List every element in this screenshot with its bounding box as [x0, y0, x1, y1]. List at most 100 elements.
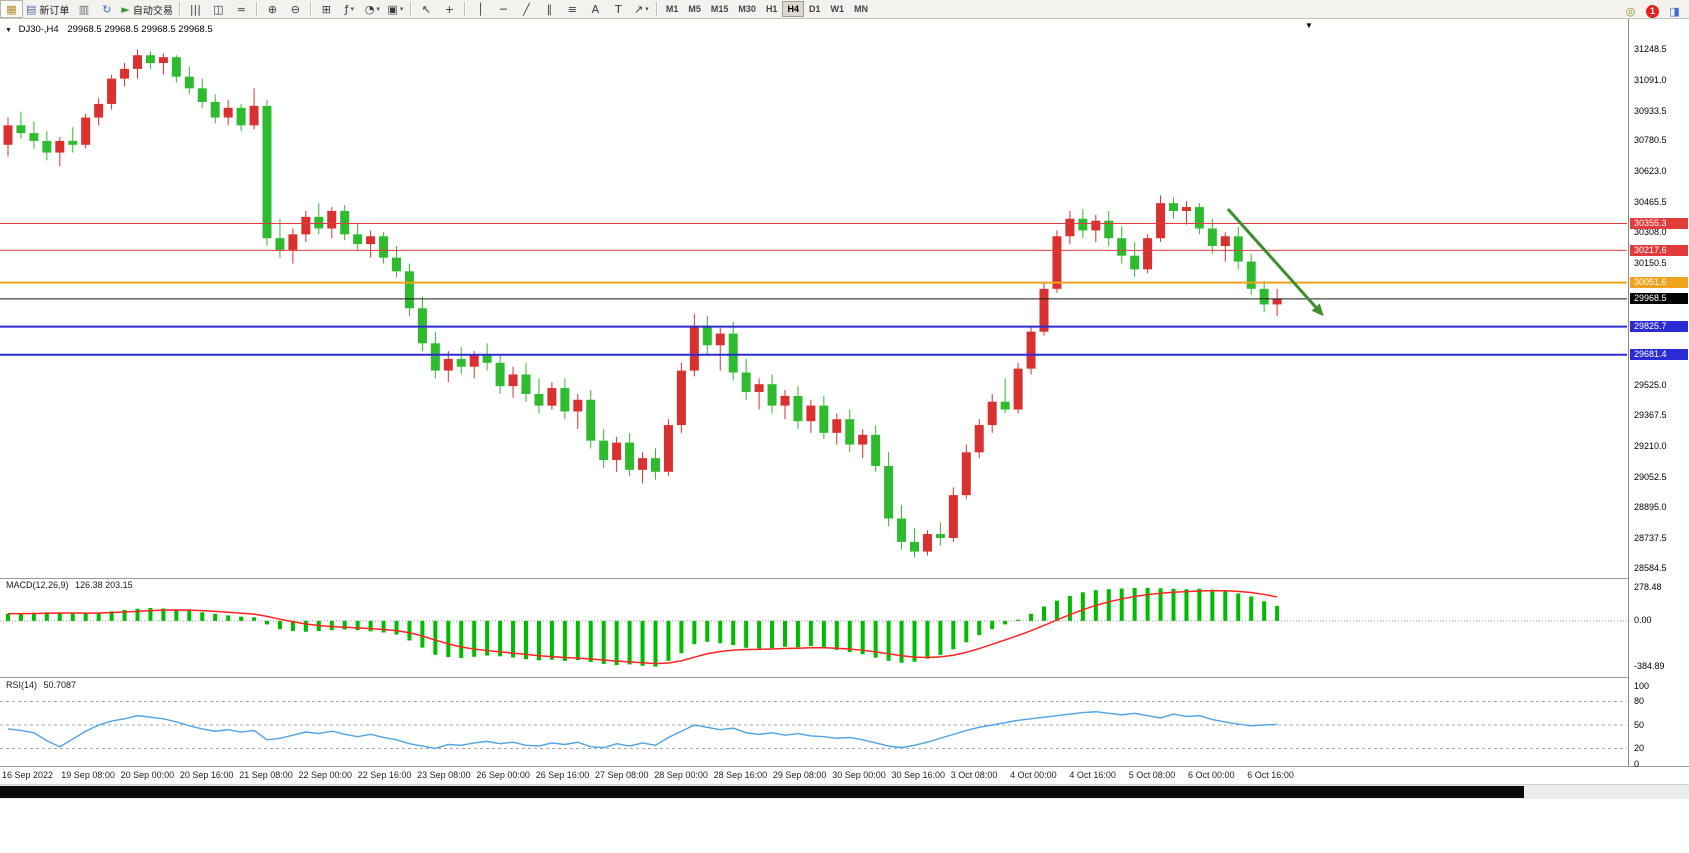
- cursor-icon: ↖: [421, 2, 431, 16]
- chart-shift-marker-icon[interactable]: ▼: [1305, 21, 1313, 30]
- rsi-pane: [0, 701, 1627, 750]
- price-tick: 30465.5: [1634, 196, 1667, 207]
- indicators-icon: ƒ: [344, 2, 349, 16]
- zoom-out-button[interactable]: ⊖: [284, 0, 307, 18]
- ohlc-bars-button[interactable]: |||: [184, 0, 207, 18]
- timeframe-h4[interactable]: H4: [782, 1, 804, 17]
- text-icon: A: [591, 2, 600, 16]
- price-badge-29681.4: 29681.4: [1630, 349, 1688, 361]
- text-button[interactable]: A: [584, 0, 607, 18]
- candlestick-button[interactable]: ◫: [207, 0, 230, 18]
- horizontal-scrollbar: [0, 784, 1689, 799]
- price-badge-29825.7: 29825.7: [1630, 321, 1688, 333]
- price-tick: 29210.0: [1634, 440, 1667, 451]
- time-tick: 30 Sep 16:00: [891, 770, 946, 780]
- timeframe-m15[interactable]: M15: [710, 4, 729, 14]
- notifications-badge[interactable]: 1: [1646, 4, 1659, 18]
- scrollbar-thumb[interactable]: [0, 786, 1524, 798]
- crosshair-icon: +: [444, 2, 454, 16]
- profiles-icon: ▥: [78, 2, 90, 16]
- price-tick: 30308.0: [1634, 227, 1667, 238]
- chevron-down-icon: ▾: [399, 6, 404, 13]
- pane-separators[interactable]: [0, 578, 1689, 767]
- toolbar-separator: [309, 2, 312, 16]
- fibonacci-icon: ≡: [567, 2, 577, 16]
- time-tick: 3 Oct 08:00: [950, 770, 998, 780]
- toolbar-separator: [178, 2, 181, 16]
- channel-icon: ∥: [546, 2, 553, 16]
- periods-button[interactable]: ◔ ▾: [361, 0, 384, 18]
- rsi-line: [7, 711, 1278, 750]
- macd-axis-tick: 0.00: [1634, 615, 1652, 626]
- rsi-indicator-value: 50.7087: [43, 680, 77, 690]
- zoom-in-button[interactable]: ⊕: [261, 0, 284, 18]
- tile-windows-button[interactable]: ⊞: [315, 0, 338, 18]
- price-tick: 30623.0: [1634, 165, 1667, 176]
- time-tick: 27 Sep 08:00: [595, 770, 649, 780]
- price-axis: 31248.5 31091.0 30933.5 30780.5 30623.0 30465…: [1628, 18, 1689, 768]
- timeframe-m30[interactable]: M30: [738, 4, 756, 14]
- crosshair-button[interactable]: +: [438, 0, 461, 18]
- candlestick-icon: ◫: [213, 2, 224, 16]
- rsi-axis-tick: 20: [1634, 742, 1645, 753]
- price-badge-30051.6: 30051.6: [1630, 277, 1688, 289]
- play-icon: ►: [121, 2, 130, 16]
- community-button[interactable]: ◨: [1663, 2, 1686, 20]
- price-tick: 30933.5: [1634, 105, 1667, 116]
- chart-canvas[interactable]: [0, 18, 1689, 768]
- new-order-button[interactable]: ▤ 新订单: [23, 0, 72, 18]
- trend-arrow[interactable]: [1226, 208, 1324, 317]
- label-button[interactable]: T: [607, 0, 630, 18]
- vertical-line-button[interactable]: │: [469, 0, 492, 18]
- tile-windows-icon: ⊞: [321, 2, 331, 16]
- chart-profiles-button[interactable]: ▥: [72, 0, 95, 18]
- time-axis: 16 Sep 2022 19 Sep 08:00 20 Sep 00:00 20 Se…: [0, 767, 1627, 783]
- price-tick: 30150.5: [1634, 257, 1667, 268]
- trendline-button[interactable]: ╱: [515, 0, 538, 18]
- timeframe-m1[interactable]: M1: [665, 4, 679, 14]
- templates-button[interactable]: ▣ ▾: [384, 0, 407, 18]
- auto-trading-button[interactable]: ► 自动交易: [118, 0, 175, 18]
- time-tick: 26 Sep 00:00: [476, 770, 530, 780]
- community-icon: ◨: [1669, 4, 1680, 18]
- toolbar-separator: [255, 2, 258, 16]
- toolbar-separator: [655, 2, 658, 16]
- symbol-dropdown-icon[interactable]: ▼: [5, 27, 12, 34]
- rsi-pane-label: RSI(14) 50.7087: [6, 680, 76, 690]
- timeframe-d1[interactable]: D1: [808, 4, 821, 14]
- toolbar-right-group: ◎ 1 ◨: [1619, 2, 1686, 20]
- macd-signal-line: [7, 589, 1278, 665]
- line-chart-button[interactable]: ≈: [230, 0, 253, 18]
- symbol-label: ▼ DJ30-,H4 29968.5 29968.5 29968.5 29968…: [5, 24, 213, 35]
- channel-button[interactable]: ∥: [538, 0, 561, 18]
- cursor-button[interactable]: ↖: [415, 0, 438, 18]
- time-tick: 28 Sep 00:00: [654, 770, 708, 780]
- arrows-button[interactable]: ↗ ▾: [630, 0, 653, 18]
- macd-axis-tick: 278.48: [1634, 582, 1662, 593]
- price-tick: 28895.0: [1634, 502, 1667, 513]
- toolbar-separator: [409, 2, 412, 16]
- indicators-button[interactable]: ƒ ▾: [338, 0, 361, 18]
- chevron-down-icon: ▾: [376, 6, 380, 13]
- price-tick: 29525.0: [1634, 379, 1667, 390]
- refresh-button[interactable]: ↻: [95, 0, 118, 18]
- fibonacci-button[interactable]: ≡: [561, 0, 584, 18]
- refresh-icon: ↻: [102, 2, 112, 16]
- trendline-icon: ╱: [523, 2, 530, 16]
- horizontal-line-button[interactable]: ─: [492, 0, 515, 18]
- time-tick: 6 Oct 00:00: [1188, 770, 1235, 780]
- horizontal-line-icon: ─: [500, 2, 507, 16]
- chevron-down-icon: ▾: [645, 6, 649, 13]
- timeframe-w1[interactable]: W1: [830, 4, 844, 14]
- macd-indicator-name: MACD(12,26,9): [6, 580, 69, 590]
- price-tick: 31091.0: [1634, 74, 1667, 85]
- new-chart-button[interactable]: ▦: [0, 0, 23, 18]
- timeframe-mn[interactable]: MN: [853, 4, 868, 14]
- quick-search-button[interactable]: ◎: [1619, 2, 1642, 20]
- chart-icon: ▦: [6, 2, 17, 16]
- timeframe-m5[interactable]: M5: [688, 4, 701, 14]
- toolbar: ▦ ▤ 新订单 ▥ ↻ ► 自动交易 ||| ◫ ≈ ⊕ ⊖ ⊞ ƒ ▾ ◔ ▾ ▣ ▾ ↖ + │ ─ ╱ ∥ ≡ A T ↗ ▾ M1 M…: [0, 0, 1689, 19]
- timeframe-h1[interactable]: H1: [765, 4, 778, 14]
- time-tick: 29 Sep 08:00: [772, 770, 827, 780]
